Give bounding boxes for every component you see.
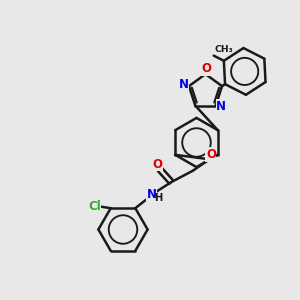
Text: O: O [152,158,163,171]
Text: O: O [206,148,216,161]
Text: N: N [147,188,157,201]
Text: N: N [178,78,189,91]
Text: O: O [201,62,211,75]
Text: N: N [216,100,226,113]
Text: CH₃: CH₃ [214,45,233,54]
Text: H: H [154,193,163,203]
Text: Cl: Cl [88,200,101,213]
